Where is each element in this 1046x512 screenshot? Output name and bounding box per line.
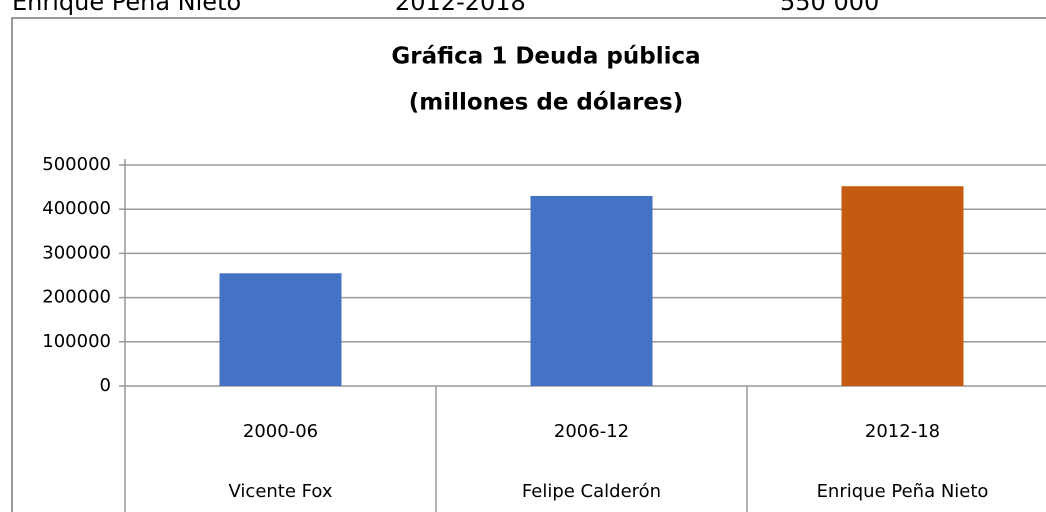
chart-subtitle: (millones de dólares) — [409, 90, 683, 116]
y-tick-label: 400000 — [42, 198, 111, 219]
x-category-name: Vicente Fox — [229, 481, 333, 502]
x-category-name: Felipe Calderón — [522, 481, 661, 502]
row-cell: Enrique Peña Nieto — [12, 0, 241, 16]
bar — [219, 273, 342, 386]
x-tick-label: 2012-18 — [865, 421, 940, 442]
x-category-name: Enrique Peña Nieto — [817, 481, 989, 502]
bar — [530, 195, 653, 386]
bar — [841, 186, 964, 386]
chart-frame — [11, 17, 1046, 512]
x-tick-label: 2006-12 — [554, 421, 629, 442]
y-tick-label: 500000 — [42, 154, 111, 175]
y-tick-label: 200000 — [42, 287, 111, 308]
x-tick-label: 2000-06 — [243, 421, 318, 442]
y-tick-label: 300000 — [42, 242, 111, 263]
row-cell: 2012-2018 — [395, 0, 526, 16]
y-tick-label: 0 — [100, 375, 111, 396]
chart-title: Gráfica 1 Deuda pública — [391, 44, 700, 70]
y-tick-label: 100000 — [42, 331, 111, 352]
row-cell: 550 000 — [780, 0, 879, 16]
